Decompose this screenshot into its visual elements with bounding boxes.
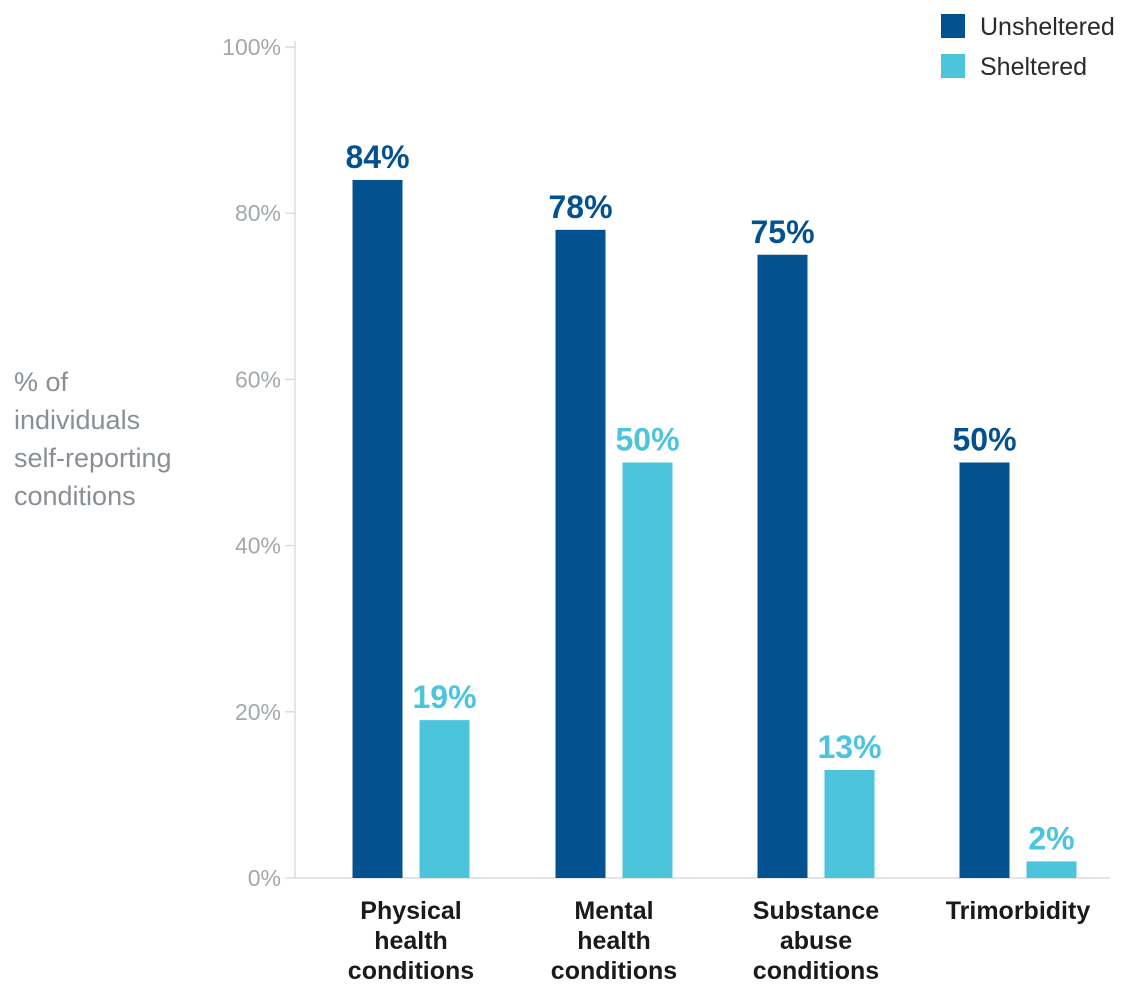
bar-sheltered	[419, 720, 470, 878]
data-label-sheltered: 13%	[817, 729, 881, 765]
data-label-sheltered: 50%	[615, 422, 679, 458]
x-category-label: Physical	[360, 897, 461, 925]
legend-swatch-sheltered	[941, 54, 965, 78]
bar-unsheltered	[352, 179, 403, 878]
y-axis-label: % of individuals self-reporting conditions	[14, 367, 172, 511]
bar-unsheltered	[959, 462, 1010, 878]
x-category-label: Trimorbidity	[946, 897, 1091, 925]
y-axis-label-line: conditions	[14, 481, 136, 511]
bar-unsheltered	[555, 229, 606, 878]
data-label-sheltered: 2%	[1028, 820, 1074, 856]
x-category-label: conditions	[551, 957, 677, 985]
data-label-unsheltered: 75%	[750, 214, 814, 250]
x-category-label: health	[577, 927, 651, 955]
y-axis: 0% 20% 40% 60% 80% 100%	[222, 34, 1110, 891]
y-tick-label: 100%	[222, 34, 281, 60]
y-axis-label-line: % of	[14, 367, 69, 397]
y-tick-label: 60%	[235, 366, 281, 392]
y-tick-label: 80%	[235, 200, 281, 226]
data-label-sheltered: 19%	[412, 679, 476, 715]
bar-unsheltered	[757, 254, 808, 878]
data-label-unsheltered: 78%	[548, 189, 612, 225]
bar-sheltered	[824, 769, 875, 878]
x-category-label: Mental	[574, 897, 653, 925]
bar-sheltered	[1026, 861, 1077, 878]
y-axis-label-line: self-reporting	[14, 443, 172, 473]
x-axis-categories: PhysicalhealthconditionsMentalhealthcond…	[348, 897, 1091, 985]
bars: 84% 19% 78% 50% 75% 13% 50% 2%	[345, 139, 1077, 878]
y-tick-label: 0%	[248, 865, 281, 891]
legend: Unsheltered Sheltered	[941, 13, 1115, 81]
legend-label-sheltered: Sheltered	[980, 53, 1087, 81]
y-tick-label: 40%	[235, 533, 281, 559]
x-category-label: abuse	[780, 927, 852, 955]
bar-sheltered	[622, 462, 673, 878]
x-category-label: health	[374, 927, 448, 955]
data-label-unsheltered: 50%	[952, 422, 1016, 458]
x-category-label: Substance	[753, 897, 880, 925]
data-label-unsheltered: 84%	[345, 139, 409, 175]
y-tick-label: 20%	[235, 699, 281, 725]
x-category-label: conditions	[348, 957, 474, 985]
legend-swatch-unsheltered	[941, 14, 965, 38]
x-category-label: conditions	[753, 957, 879, 985]
y-axis-label-line: individuals	[14, 405, 140, 435]
legend-label-unsheltered: Unsheltered	[980, 13, 1115, 41]
